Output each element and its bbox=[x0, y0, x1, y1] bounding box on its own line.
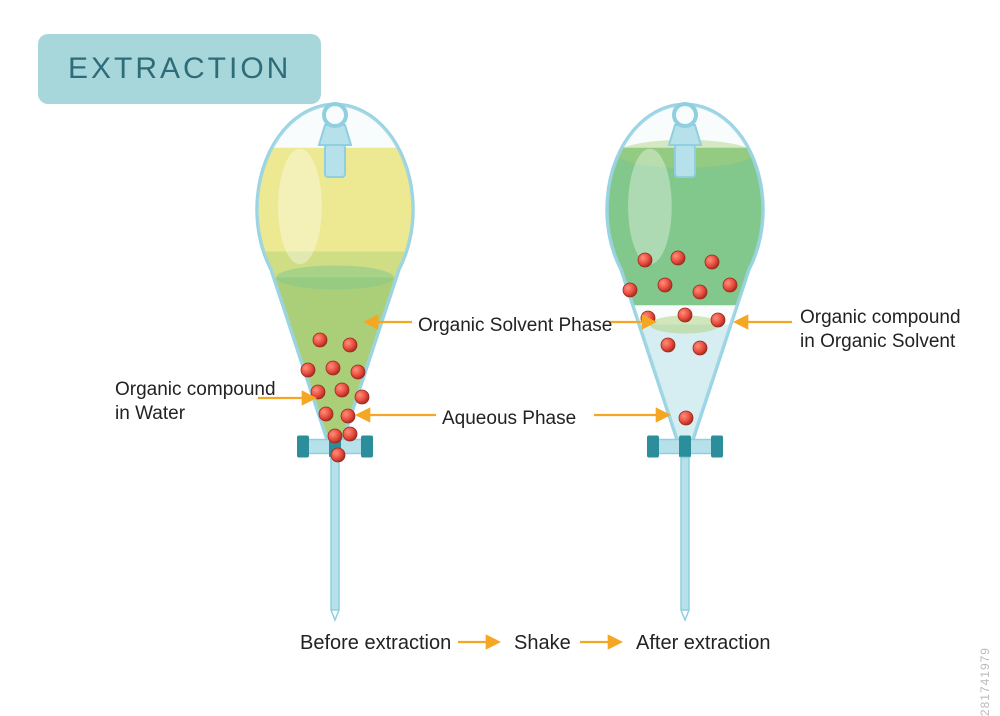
caption-before: Before extraction bbox=[300, 632, 451, 655]
label-aqueous-phase: Aqueous Phase bbox=[442, 407, 576, 431]
caption-shake: Shake bbox=[514, 632, 571, 655]
label-organic-in-solvent: Organic compoundin Organic Solvent bbox=[800, 306, 961, 354]
watermark: 281741979 bbox=[978, 647, 992, 716]
label-organic-in-water: Organic compoundin Water bbox=[115, 378, 276, 426]
funnel bbox=[602, 104, 768, 620]
caption-after: After extraction bbox=[636, 632, 771, 655]
extraction-diagram bbox=[0, 0, 1000, 707]
label-organic-solvent: Organic Solvent Phase bbox=[418, 314, 612, 338]
